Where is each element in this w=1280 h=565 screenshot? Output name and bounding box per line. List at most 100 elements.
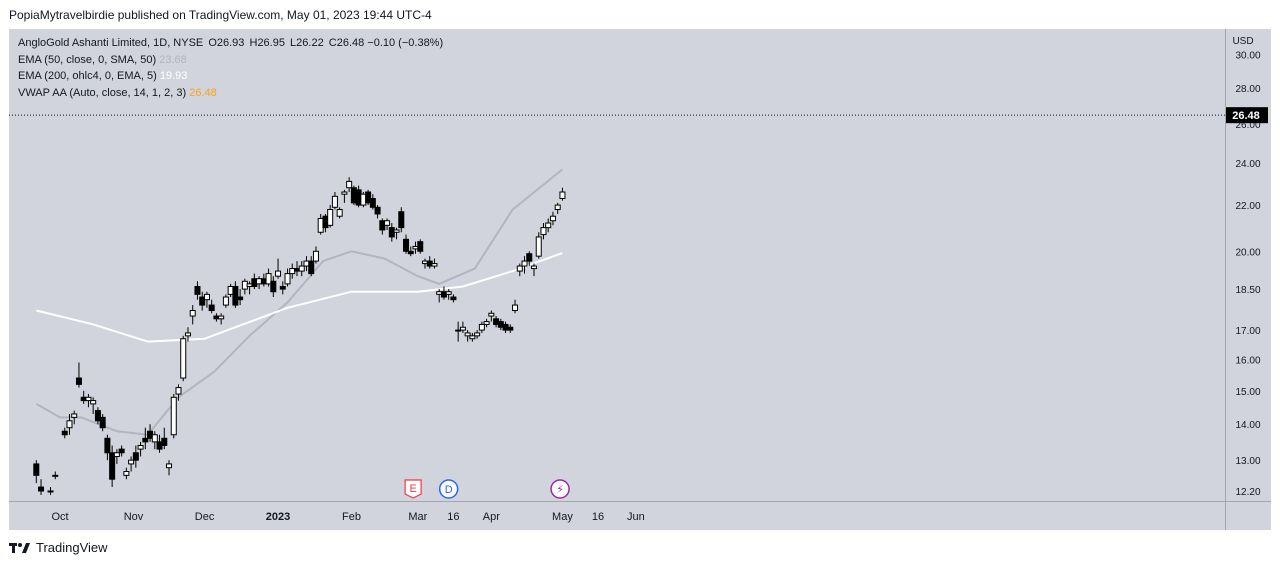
candle-body xyxy=(47,490,54,493)
candle xyxy=(109,445,116,488)
candle-body xyxy=(175,387,182,395)
candle-body xyxy=(369,197,376,208)
tradingview-logo-icon xyxy=(9,542,30,553)
candle xyxy=(94,407,101,425)
legend-vwap-label: VWAP AA (Auto, close, 14, 1, 2, 3) xyxy=(18,86,187,99)
candle-body xyxy=(346,180,353,189)
candle xyxy=(90,397,97,414)
candle-body xyxy=(535,236,542,257)
candle xyxy=(341,189,348,203)
candle-body xyxy=(488,312,495,317)
candle xyxy=(488,310,495,322)
candle xyxy=(61,427,68,439)
candle xyxy=(526,251,533,267)
candle xyxy=(284,268,291,287)
footer-brand[interactable]: TradingView xyxy=(9,540,108,555)
candle-body xyxy=(549,215,556,222)
candle-body xyxy=(180,338,187,379)
candle-body xyxy=(109,452,116,480)
legend-ema50-row[interactable]: EMA (50, close, 0, SMA, 50) 23.68 xyxy=(18,52,443,69)
candle-body xyxy=(512,304,519,312)
candle-body xyxy=(298,265,305,272)
y-tick-label: 14.00 xyxy=(1235,420,1260,431)
legend-high: 26.95 xyxy=(257,37,285,49)
candle xyxy=(151,431,158,450)
price-chart[interactable]: 30.00 28.00 26.00 24.00 22.00 20.00 18.50 17.00… xyxy=(9,29,1271,530)
legend: AngloGold Ashanti Limited, 1D, NYSE O26.… xyxy=(18,35,443,101)
legend-high-label: H xyxy=(249,37,258,49)
x-tick-label: Apr xyxy=(483,511,500,523)
candle-body xyxy=(61,430,68,436)
candle-body xyxy=(104,437,111,454)
candle xyxy=(507,324,514,333)
candle-body xyxy=(279,285,286,290)
candle xyxy=(417,239,424,254)
candle-body xyxy=(516,265,523,272)
candle-body xyxy=(189,310,196,317)
earnings-marker-shape xyxy=(404,479,422,499)
candle-body xyxy=(38,486,45,492)
candle-body xyxy=(507,326,514,331)
x-tick-label: Nov xyxy=(124,511,144,523)
candle xyxy=(407,246,414,257)
dividend-marker-label: D xyxy=(445,484,453,496)
candle xyxy=(208,299,215,314)
candle-body xyxy=(75,377,82,385)
candle xyxy=(270,276,277,298)
candle xyxy=(170,394,177,439)
candle-body xyxy=(483,321,490,325)
candle-body xyxy=(374,206,381,215)
legend-change: −0.10 (−0.38%) xyxy=(367,37,444,49)
published-header: PopiaMytravelbirdie published on Trading… xyxy=(9,8,432,22)
candle xyxy=(189,305,196,325)
earnings-event-icon[interactable]: E xyxy=(404,479,422,499)
legend-vwap-row[interactable]: VWAP AA (Auto, close, 14, 1, 2, 3) 26.48 xyxy=(18,85,443,102)
x-tick-label: Oct xyxy=(51,511,68,523)
candle-body xyxy=(478,323,485,331)
candle xyxy=(549,211,556,226)
legend-open: 26.93 xyxy=(216,37,245,49)
candle xyxy=(123,467,130,480)
candle xyxy=(450,294,457,303)
chart-frame[interactable]: 30.00 28.00 26.00 24.00 22.00 20.00 18.50 17.00… xyxy=(9,29,1271,530)
candle xyxy=(265,268,272,287)
candle xyxy=(203,291,210,308)
candle-body xyxy=(331,195,338,208)
candle xyxy=(218,313,225,325)
candle xyxy=(142,427,149,450)
candle xyxy=(384,218,391,230)
candle xyxy=(47,487,54,495)
legend-ema200-value: 19.93 xyxy=(159,70,188,82)
candle-body xyxy=(275,270,282,277)
candle xyxy=(393,227,400,240)
x-tick-label: Jun xyxy=(627,511,645,523)
candle xyxy=(137,441,144,457)
legend-ema200-label: EMA (200, ohlc4, 0, EMA, 5) xyxy=(18,70,157,82)
candle-body xyxy=(521,260,528,267)
y-tick-label: 18.50 xyxy=(1235,285,1260,296)
candle xyxy=(237,289,244,306)
candle-body xyxy=(218,315,225,320)
legend-ema200-row[interactable]: EMA (200, ohlc4, 0, EMA, 5) 19.93 xyxy=(18,68,443,85)
y-tick-label: 12.20 xyxy=(1235,487,1260,498)
candle xyxy=(222,294,229,308)
ema200-line xyxy=(36,252,563,343)
candle xyxy=(327,205,334,228)
legend-ema50-label: EMA (50, close, 0, SMA, 50) xyxy=(18,53,157,66)
dividend-event-icon[interactable]: D xyxy=(438,479,459,499)
candle xyxy=(535,232,542,259)
candle xyxy=(331,192,338,210)
event-bolt-icon[interactable]: ⚡ xyxy=(550,479,570,499)
published-text: PopiaMytravelbirdie published on Trading… xyxy=(9,8,432,22)
candle-body xyxy=(469,335,476,340)
candle-body xyxy=(203,293,210,301)
candle-body xyxy=(137,444,144,450)
y-tick-label: 30.00 xyxy=(1235,51,1260,62)
candle-body xyxy=(118,448,125,454)
candle xyxy=(128,456,135,472)
y-tick-label: 22.00 xyxy=(1235,201,1260,212)
candle-body xyxy=(199,296,206,306)
candle xyxy=(85,394,92,408)
candle-body xyxy=(384,220,391,226)
candle xyxy=(512,299,519,314)
